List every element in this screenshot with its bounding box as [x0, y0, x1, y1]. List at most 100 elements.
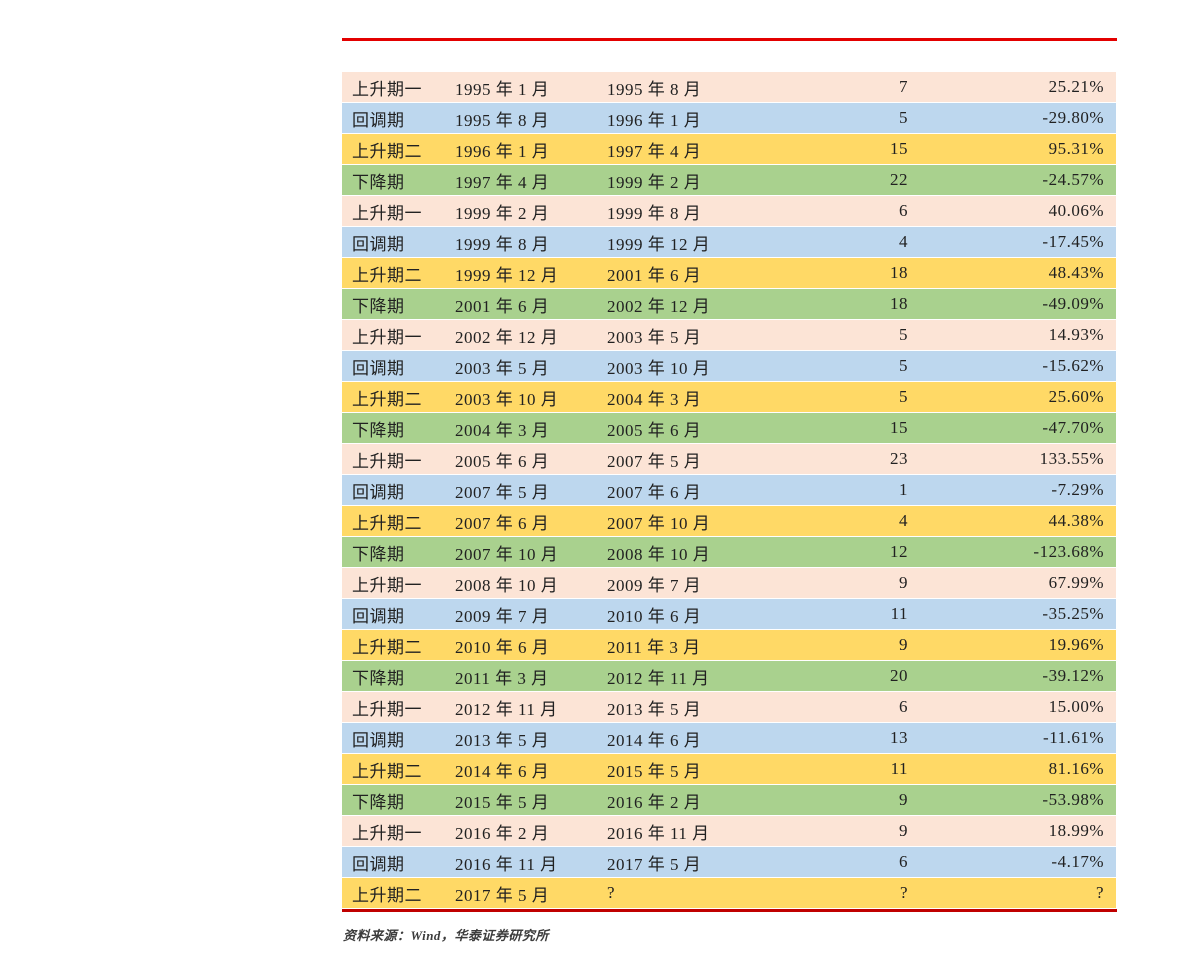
- table-row: 上升期一 2008 年 10 月 2009 年 7 月 9 67.99%: [342, 568, 1116, 599]
- months-cell: 11: [890, 759, 908, 778]
- table-row: 上升期二 2017 年 5 月 ? ? ?: [342, 878, 1116, 909]
- table-row: 回调期 2003 年 5 月 2003 年 10 月 5 -15.62%: [342, 351, 1116, 382]
- end-date-cell: 2012 年 11 月: [607, 668, 710, 688]
- months-cell: 13: [890, 728, 908, 747]
- start-date-cell: 2003 年 10 月: [455, 389, 559, 409]
- table-row: 上升期二 1999 年 12 月 2001 年 6 月 18 48.43%: [342, 258, 1116, 289]
- phase-cell: 上升期一: [352, 203, 422, 223]
- change-cell: -4.17%: [1051, 852, 1104, 871]
- change-cell: -49.09%: [1042, 294, 1104, 313]
- change-cell: 25.21%: [1048, 77, 1104, 96]
- table-row: 上升期二 2007 年 6 月 2007 年 10 月 4 44.38%: [342, 506, 1116, 537]
- end-date-cell: 2009 年 7 月: [607, 575, 702, 595]
- end-date-cell: 1995 年 8 月: [607, 79, 702, 99]
- phase-cell: 上升期一: [352, 79, 422, 99]
- phase-cell: 下降期: [352, 792, 405, 812]
- change-cell: -29.80%: [1042, 108, 1104, 127]
- table-row: 上升期二 2014 年 6 月 2015 年 5 月 11 81.16%: [342, 754, 1116, 785]
- phase-cell: 上升期一: [352, 575, 422, 595]
- start-date-cell: 1995 年 1 月: [455, 79, 550, 99]
- months-cell: 18: [890, 263, 908, 282]
- phase-cell: 下降期: [352, 296, 405, 316]
- months-cell: 9: [899, 790, 908, 809]
- start-date-cell: 2011 年 3 月: [455, 668, 549, 688]
- start-date-cell: 2016 年 11 月: [455, 854, 558, 874]
- start-date-cell: 1999 年 8 月: [455, 234, 550, 254]
- change-cell: -7.29%: [1051, 480, 1104, 499]
- start-date-cell: 2015 年 5 月: [455, 792, 550, 812]
- end-date-cell: 2016 年 2 月: [607, 792, 702, 812]
- start-date-cell: 1999 年 12 月: [455, 265, 559, 285]
- phase-cell: 上升期一: [352, 699, 422, 719]
- months-cell: 5: [899, 356, 908, 375]
- table-row: 下降期 2004 年 3 月 2005 年 6 月 15 -47.70%: [342, 413, 1116, 444]
- start-date-cell: 2014 年 6 月: [455, 761, 550, 781]
- start-date-cell: 1997 年 4 月: [455, 172, 550, 192]
- start-date-cell: 2002 年 12 月: [455, 327, 559, 347]
- phase-cell: 下降期: [352, 172, 405, 192]
- phase-cell: 上升期二: [352, 265, 422, 285]
- months-cell: 6: [899, 697, 908, 716]
- months-cell: 9: [899, 821, 908, 840]
- end-date-cell: 1999 年 12 月: [607, 234, 711, 254]
- end-date-cell: 2011 年 3 月: [607, 637, 701, 657]
- end-date-cell: 2010 年 6 月: [607, 606, 702, 626]
- table-row: 上升期一 1995 年 1 月 1995 年 8 月 7 25.21%: [342, 72, 1116, 103]
- change-cell: -39.12%: [1042, 666, 1104, 685]
- phase-cell: 上升期二: [352, 141, 422, 161]
- end-date-cell: 2014 年 6 月: [607, 730, 702, 750]
- start-date-cell: 2001 年 6 月: [455, 296, 550, 316]
- end-date-cell: 2016 年 11 月: [607, 823, 710, 843]
- change-cell: 15.00%: [1048, 697, 1104, 716]
- table-row: 上升期二 2010 年 6 月 2011 年 3 月 9 19.96%: [342, 630, 1116, 661]
- start-date-cell: 2007 年 6 月: [455, 513, 550, 533]
- change-cell: 14.93%: [1048, 325, 1104, 344]
- months-cell: 1: [899, 480, 908, 499]
- months-cell: 23: [890, 449, 908, 468]
- months-cell: 4: [899, 511, 908, 530]
- change-cell: ?: [1095, 883, 1104, 902]
- phase-cell: 回调期: [352, 482, 405, 502]
- phase-cell: 回调期: [352, 854, 405, 874]
- change-cell: 67.99%: [1048, 573, 1104, 592]
- phase-cell: 下降期: [352, 544, 405, 564]
- end-date-cell: 1999 年 2 月: [607, 172, 702, 192]
- start-date-cell: 1999 年 2 月: [455, 203, 550, 223]
- end-date-cell: 2002 年 12 月: [607, 296, 711, 316]
- end-date-cell: 2007 年 6 月: [607, 482, 702, 502]
- change-cell: -24.57%: [1042, 170, 1104, 189]
- phase-cell: 回调期: [352, 234, 405, 254]
- end-date-cell: 2004 年 3 月: [607, 389, 702, 409]
- change-cell: 95.31%: [1048, 139, 1104, 158]
- months-cell: 5: [899, 108, 908, 127]
- months-cell: 12: [890, 542, 908, 561]
- phase-cell: 下降期: [352, 420, 405, 440]
- start-date-cell: 2009 年 7 月: [455, 606, 550, 626]
- end-date-cell: 1999 年 8 月: [607, 203, 702, 223]
- months-cell: 9: [899, 635, 908, 654]
- table-row: 下降期 2015 年 5 月 2016 年 2 月 9 -53.98%: [342, 785, 1116, 816]
- start-date-cell: 2003 年 5 月: [455, 358, 550, 378]
- change-cell: 133.55%: [1039, 449, 1104, 468]
- start-date-cell: 2016 年 2 月: [455, 823, 550, 843]
- change-cell: 19.96%: [1048, 635, 1104, 654]
- change-cell: 44.38%: [1048, 511, 1104, 530]
- change-cell: -47.70%: [1042, 418, 1104, 437]
- change-cell: -15.62%: [1042, 356, 1104, 375]
- months-cell: 20: [890, 666, 908, 685]
- start-date-cell: 2017 年 5 月: [455, 885, 550, 905]
- table-row: 上升期一 2016 年 2 月 2016 年 11 月 9 18.99%: [342, 816, 1116, 847]
- change-cell: 48.43%: [1048, 263, 1104, 282]
- end-date-cell: 2005 年 6 月: [607, 420, 702, 440]
- months-cell: 15: [890, 139, 908, 158]
- change-cell: -53.98%: [1042, 790, 1104, 809]
- end-date-cell: 2017 年 5 月: [607, 854, 702, 874]
- months-cell: 5: [899, 325, 908, 344]
- start-date-cell: 2008 年 10 月: [455, 575, 559, 595]
- start-date-cell: 2010 年 6 月: [455, 637, 550, 657]
- phase-cell: 上升期二: [352, 761, 422, 781]
- end-date-cell: 2008 年 10 月: [607, 544, 711, 564]
- table-row: 上升期一 2002 年 12 月 2003 年 5 月 5 14.93%: [342, 320, 1116, 351]
- months-cell: 6: [899, 852, 908, 871]
- phase-table: 上升期一 1995 年 1 月 1995 年 8 月 7 25.21% 回调期 …: [342, 72, 1116, 909]
